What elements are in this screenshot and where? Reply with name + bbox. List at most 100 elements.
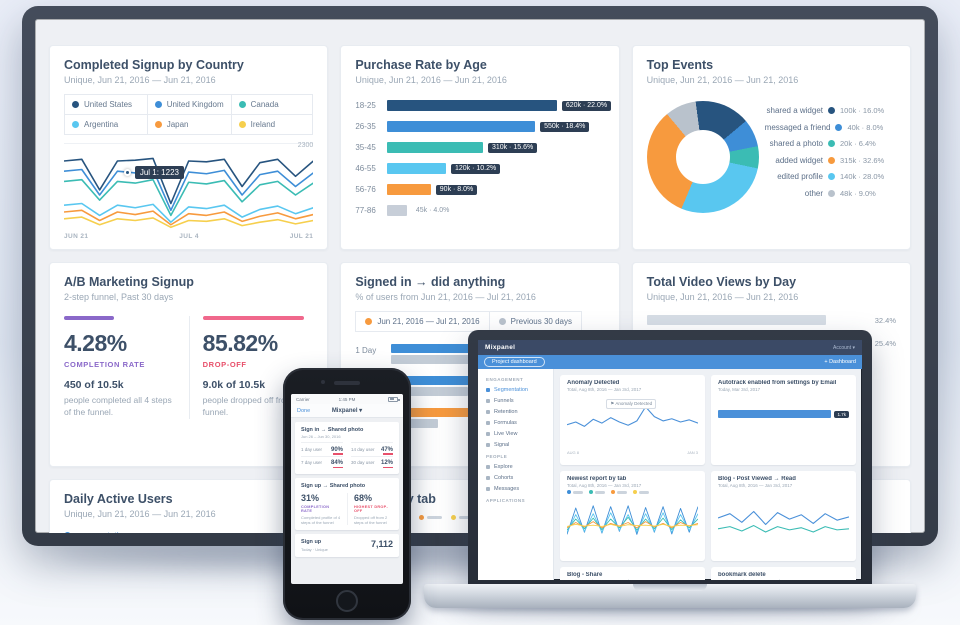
- video-bar-value: 32.4%: [874, 315, 896, 325]
- bar: [387, 205, 407, 216]
- legend-item[interactable]: Japan: [146, 114, 231, 134]
- legend-value: 48k · 9.0%: [840, 188, 876, 198]
- legend-value: 100k · 16.0%: [840, 106, 885, 116]
- sidebar-item[interactable]: Formulas: [478, 417, 553, 428]
- bar-track: 45k · 4.0%: [387, 205, 604, 216]
- sidebar-item-icon: [486, 442, 490, 447]
- legend-dot: [828, 107, 835, 115]
- bar-value: 310k · 15.6%: [487, 142, 538, 153]
- sidebar-item[interactable]: Funnels: [478, 395, 553, 406]
- line-chart: 2300 Jul 1: 1223: [64, 142, 314, 229]
- toggle-current-range[interactable]: Jun 21, 2016 — Jul 21, 2016: [356, 312, 488, 331]
- blog-read-chart-svg: [718, 491, 849, 545]
- bar: [387, 184, 431, 195]
- previous-period-bar: [391, 387, 469, 396]
- legend-item[interactable]: Canada: [230, 95, 313, 114]
- legend-item[interactable]: United Kingdom: [146, 95, 231, 114]
- phone-signup-card[interactable]: Sign up Today · Unique 7,112: [295, 534, 399, 558]
- legend-item[interactable]: shared a photo 20k · 6.4%: [765, 139, 896, 148]
- mixpanel-logo[interactable]: Mixpanel: [485, 344, 516, 351]
- legend-dot: [611, 490, 615, 494]
- sidebar-item-label: Formulas: [494, 419, 517, 426]
- legend-dot: [64, 531, 71, 533]
- legend-item[interactable]: segmentation: [64, 530, 313, 533]
- bar-track: 90k · 8.0%: [387, 184, 604, 195]
- laptop-card-report-by-tab: Newest report by tab Total, Aug 8th, 201…: [560, 471, 705, 561]
- legend-label: United Kingdom: [166, 100, 224, 109]
- bar-track: 120k · 10.2%: [387, 163, 604, 174]
- legend-item[interactable]: added widget 315k · 32.6%: [765, 156, 896, 165]
- legend-item[interactable]: [567, 490, 583, 494]
- bar-label: 26-35: [355, 122, 376, 131]
- legend-item[interactable]: [451, 515, 475, 520]
- sidebar-item-icon: [486, 398, 490, 403]
- laptop-subheader: Project dashboard + Dashboard: [478, 355, 862, 369]
- bar-label: 18-25: [355, 101, 376, 110]
- legend-label: segmentation: [77, 530, 128, 533]
- retention-cell-value: 47%: [380, 446, 393, 453]
- legend-label: other: [804, 188, 823, 198]
- current-range-label: Jun 21, 2016 — Jul 21, 2016: [377, 317, 480, 326]
- project-dashboard-button[interactable]: Project dashboard: [484, 357, 545, 367]
- card-title: Signed in → did anything: [355, 275, 506, 289]
- completion-panel: 4.28% COMPLETION RATE 450 of 10.5k peopl…: [64, 316, 189, 419]
- add-dashboard-button[interactable]: + Dashboard: [824, 359, 856, 365]
- sidebar-item[interactable]: Retention: [478, 406, 553, 417]
- legend-dot: [828, 173, 835, 181]
- laptop-sidebar: ENGAGEMENT Segmentation: [478, 369, 554, 580]
- video-bar-value: 25.4%: [874, 338, 896, 348]
- laptop-device: Mixpanel Account ▾ Project dashboard + D…: [424, 330, 916, 616]
- completion-desc: people completed all 4 steps of the funn…: [64, 395, 172, 417]
- legend-item[interactable]: [419, 515, 443, 520]
- account-menu[interactable]: Account ▾: [833, 344, 855, 351]
- chart-tooltip: Jul 1: 1223: [123, 166, 184, 180]
- sidebar-item[interactable]: Cohorts: [478, 472, 553, 483]
- funnel-stats: 31% COMPLETION RATE Completed profile of…: [301, 493, 393, 526]
- legend-item[interactable]: [611, 490, 627, 494]
- card-subtitle: % of users from Jun 21, 2016 — Jul 21, 2…: [355, 292, 536, 302]
- legend-label: shared a widget: [766, 106, 823, 116]
- y-max-label: 2300: [297, 142, 314, 149]
- sidebar-item[interactable]: Live View: [478, 428, 553, 439]
- legend-item[interactable]: shared a widget 100k · 16.0%: [765, 106, 896, 115]
- legend-item[interactable]: United States: [65, 95, 147, 114]
- line-chart-svg: [64, 144, 313, 229]
- bar-value: 120k · 10.2%: [451, 163, 501, 174]
- tooltip-text: Jul 1: 1223: [134, 166, 184, 180]
- legend-item[interactable]: other 48k · 9.0%: [765, 189, 896, 198]
- anomaly-flag[interactable]: ⚑ Anomaly Detected: [606, 399, 657, 409]
- card-title: Total Video Views by Day: [646, 275, 797, 289]
- legend-item[interactable]: messaged a friend 40k · 8.0%: [765, 123, 896, 132]
- sidebar-item[interactable]: Explore: [478, 461, 553, 472]
- legend-item[interactable]: edited profile 140k · 28.0%: [765, 172, 896, 181]
- toggle-previous-range[interactable]: Previous 30 days: [488, 312, 581, 331]
- dropoff-percent: 68%: [354, 493, 373, 503]
- card-title: Sign in → Shared photo: [301, 427, 364, 433]
- bar-row: 77-86 45k · 4.0%: [355, 200, 604, 221]
- sidebar-item[interactable]: Signal: [478, 439, 553, 450]
- project-selector[interactable]: Mixpanel ▾: [331, 408, 363, 414]
- carrier-label: Carrier: [296, 396, 310, 402]
- legend-item[interactable]: [589, 490, 605, 494]
- legend-label: shared a photo: [769, 139, 823, 149]
- sidebar-item[interactable]: Segmentation: [478, 384, 553, 395]
- home-button[interactable]: [336, 590, 358, 612]
- dropoff-percent: 85.82%: [202, 330, 279, 356]
- card-purchase-rate: Purchase Rate by Age Unique, Jun 21, 201…: [340, 45, 620, 250]
- bar: [387, 163, 446, 174]
- legend-dot: [633, 490, 637, 494]
- sidebar-item-icon: [486, 387, 490, 392]
- card-title: Sign up → Shared photo: [301, 483, 366, 489]
- x-axis: AUG 8 JAN 3: [567, 450, 698, 455]
- phone-funnel-card[interactable]: Sign up → Shared photo 31% COMPLETION RA…: [295, 478, 399, 531]
- phone-retention-card[interactable]: Sign in → Shared photo Jun 26 – Jun 30, …: [295, 422, 399, 474]
- phone-navbar: Mixpanel ▾ Done: [291, 404, 403, 418]
- date-range-toggle: Jun 21, 2016 — Jul 21, 2016 Previous 30 …: [355, 311, 582, 332]
- legend-item[interactable]: Argentina: [65, 114, 147, 134]
- sidebar-item[interactable]: Messages: [478, 483, 553, 494]
- phone-earpiece: [334, 381, 360, 385]
- legend-item[interactable]: Ireland: [230, 114, 313, 134]
- legend-item[interactable]: [633, 490, 649, 494]
- completion-percent: 4.28%: [64, 330, 127, 356]
- done-button[interactable]: Done: [297, 407, 311, 414]
